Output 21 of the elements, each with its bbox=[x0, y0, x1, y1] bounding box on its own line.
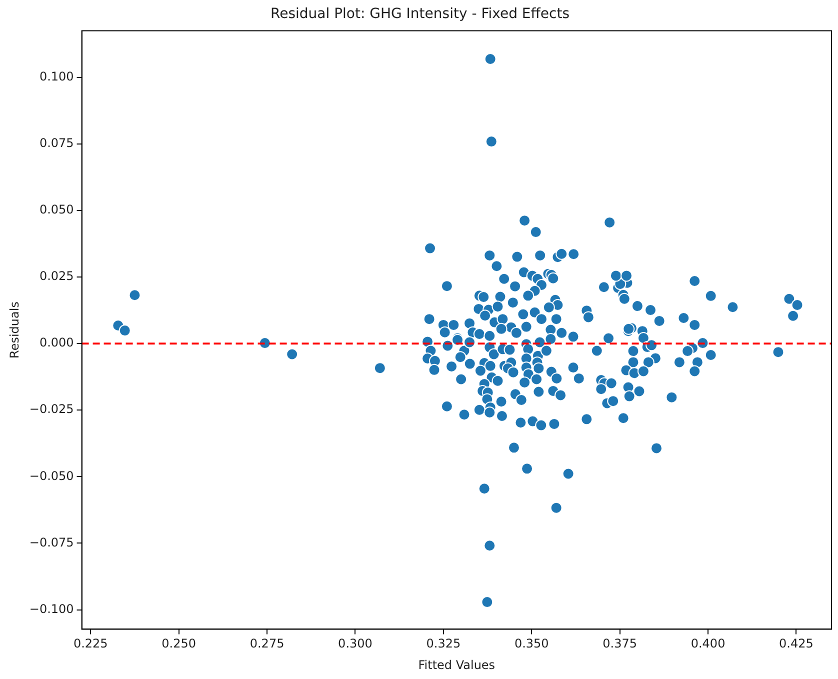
x-tick-label: 0.225 bbox=[73, 636, 108, 651]
y-tick-label: −0.100 bbox=[29, 602, 74, 616]
x-tick-label: 0.250 bbox=[162, 636, 196, 651]
y-tick-label: −0.075 bbox=[29, 535, 74, 550]
y-tick-label: −0.025 bbox=[29, 402, 74, 416]
y-tick-label: 0.050 bbox=[39, 202, 74, 217]
x-tick-label: 0.300 bbox=[338, 636, 372, 651]
y-tick-label: 0.100 bbox=[39, 70, 74, 84]
y-tick-label: 0.000 bbox=[39, 336, 74, 350]
x-tick-label: 0.425 bbox=[779, 636, 814, 651]
y-tick-label: 0.075 bbox=[39, 136, 74, 150]
x-tick-label: 0.400 bbox=[690, 636, 726, 651]
chart-title: Residual Plot: GHG Intensity - Fixed Effects bbox=[270, 6, 570, 22]
y-axis-title: Residuals bbox=[7, 302, 22, 358]
y-tick-label: −0.050 bbox=[29, 468, 74, 483]
x-axis-title: Fitted Values bbox=[418, 658, 496, 672]
x-tick-label: 0.325 bbox=[426, 636, 461, 651]
x-tick-label: 0.375 bbox=[602, 636, 637, 651]
y-tick-label: 0.025 bbox=[39, 269, 74, 284]
x-tick-label: 0.350 bbox=[514, 636, 549, 651]
x-tick-label: 0.275 bbox=[250, 636, 284, 651]
